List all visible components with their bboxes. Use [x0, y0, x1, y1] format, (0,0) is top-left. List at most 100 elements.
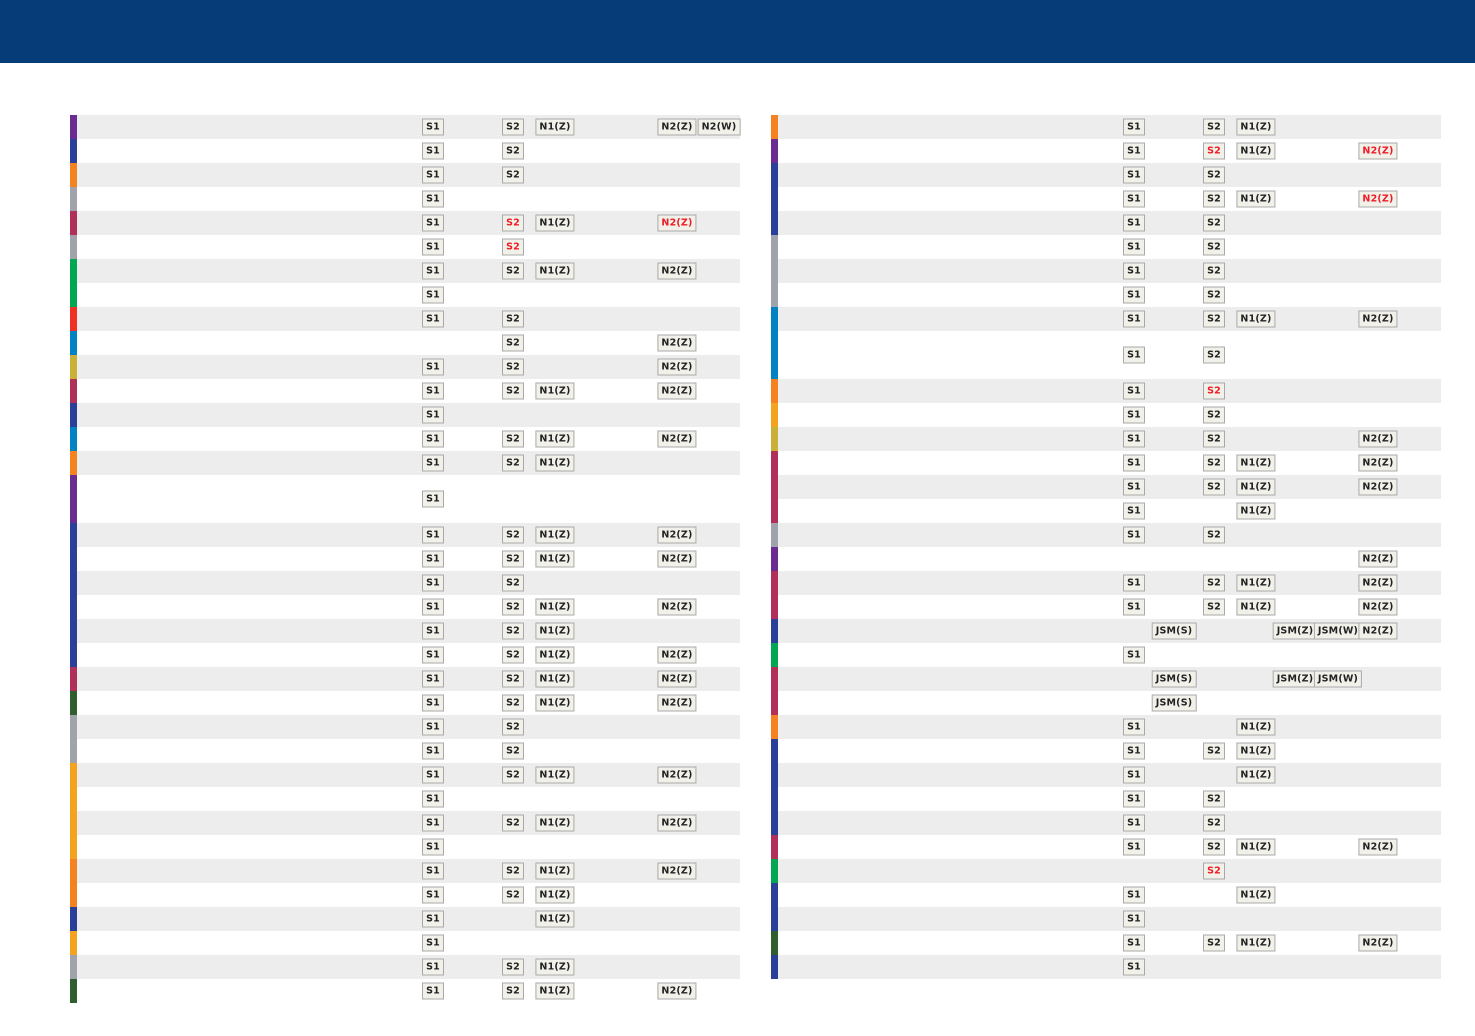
category-color-bar [70, 355, 77, 379]
badge-s1: S1 [422, 430, 444, 448]
badge-n2: N2(Z) [657, 766, 697, 784]
table-row: S1 S2 N1(Z) [70, 619, 740, 643]
badge-s1: S1 [1123, 478, 1145, 496]
badge-jsmz: JSM(Z) [1272, 622, 1318, 640]
badge-s2: S2 [502, 166, 524, 184]
badge-n2: N2(Z) [1358, 454, 1398, 472]
badge-n2: N2(Z) [657, 118, 697, 136]
badge-s1: S1 [1123, 286, 1145, 304]
badge-n1: N1(Z) [535, 382, 575, 400]
category-color-bar [771, 739, 778, 763]
table-row: S1 [70, 787, 740, 811]
badge-s1: S1 [1123, 718, 1145, 736]
table-row: S1 S2 N1(Z) N2(Z) [70, 763, 740, 787]
badge-s2: S2 [502, 334, 524, 352]
category-color-bar [70, 883, 77, 907]
category-color-bar [70, 979, 77, 1003]
category-color-bar [771, 403, 778, 427]
badge-s1: S1 [1123, 142, 1145, 160]
category-color-bar [771, 763, 778, 787]
table-row: S1 [70, 475, 740, 523]
table-row: S1 S2 N1(Z) N2(Z) [70, 691, 740, 715]
badge-s1: S1 [1123, 766, 1145, 784]
badge-s2: S2 [502, 742, 524, 760]
badge-n1: N1(Z) [535, 694, 575, 712]
badge-s1: S1 [422, 742, 444, 760]
table-row: S1 S2 N1(Z) N2(Z) [70, 427, 740, 451]
table-row: S1 S2 [771, 163, 1441, 187]
category-color-bar [771, 283, 778, 307]
table-row: S1 S2 N1(Z) N2(Z) [70, 667, 740, 691]
category-color-bar [70, 907, 77, 931]
badge-s1: S1 [422, 790, 444, 808]
badge-s2: S2 [502, 382, 524, 400]
badge-s1: S1 [1123, 574, 1145, 592]
badge-n2: N2(Z) [657, 430, 697, 448]
badge-jsms: JSM(S) [1151, 622, 1197, 640]
badge-s2: S2 [1203, 598, 1225, 616]
badge-s2: S2 [1203, 526, 1225, 544]
badge-n1: N1(Z) [535, 982, 575, 1000]
table-row: S1 S2 N1(Z) N2(Z) [70, 811, 740, 835]
table-row: S1 S2 N2(Z) [771, 427, 1441, 451]
badge-n1: N1(Z) [535, 886, 575, 904]
badge-s2: S2 [502, 646, 524, 664]
badge-n2: N2(Z) [657, 814, 697, 832]
badge-s1: S1 [1123, 910, 1145, 928]
badge-s1: S1 [422, 286, 444, 304]
category-color-bar [70, 235, 77, 259]
category-color-bar [70, 955, 77, 979]
badge-n2: N2(Z) [1358, 622, 1398, 640]
badge-n1: N1(Z) [1236, 886, 1276, 904]
badge-s2: S2 [502, 454, 524, 472]
category-color-bar [70, 259, 77, 283]
badge-s2: S2 [1203, 814, 1225, 832]
badge-s1: S1 [422, 982, 444, 1000]
badge-s1: S1 [422, 190, 444, 208]
table-row: S1 S2 N1(Z) N2(Z) [70, 523, 740, 547]
table-row: JSM(S) JSM(Z) JSM(W) N2(Z) [771, 619, 1441, 643]
badge-s2: S2 [1203, 382, 1225, 400]
badge-s1: S1 [422, 886, 444, 904]
badge-n1: N1(Z) [535, 646, 575, 664]
category-color-bar [70, 451, 77, 475]
badge-s2: S2 [1203, 142, 1225, 160]
table-row: S1 S2 N1(Z) N2(Z) [70, 547, 740, 571]
badge-s1: S1 [1123, 346, 1145, 364]
category-color-bar [771, 187, 778, 211]
table-row: S1 S2 N1(Z) N2(Z) [70, 211, 740, 235]
badge-n1: N1(Z) [535, 958, 575, 976]
table-row: S1 S2 [70, 715, 740, 739]
badge-s2: S2 [1203, 862, 1225, 880]
badge-n1: N1(Z) [1236, 934, 1276, 952]
table-row: S1 S2 [70, 235, 740, 259]
badge-s1: S1 [1123, 526, 1145, 544]
badge-s2: S2 [502, 310, 524, 328]
badge-n1: N1(Z) [535, 910, 575, 928]
badge-n2: N2(Z) [657, 550, 697, 568]
badge-s1: S1 [422, 718, 444, 736]
badge-s2: S2 [1203, 286, 1225, 304]
badge-n2: N2(Z) [657, 358, 697, 376]
badge-s2: S2 [1203, 262, 1225, 280]
table-row: S1 S2 [771, 523, 1441, 547]
badge-n1: N1(Z) [1236, 118, 1276, 136]
right-course-table: S1 S2 N1(Z) S1 S2 N1(Z) N2(Z) S1 S2 S1 S2 N1(Z) N2(Z… [771, 115, 1441, 979]
table-row: S1 S2 [70, 307, 740, 331]
table-row: S1 N1(Z) [70, 907, 740, 931]
badge-s1: S1 [1123, 646, 1145, 664]
badge-n2: N2(Z) [1358, 478, 1398, 496]
category-color-bar [771, 379, 778, 403]
category-color-bar [70, 811, 77, 835]
badge-s1: S1 [422, 358, 444, 376]
category-color-bar [70, 619, 77, 643]
badge-s1: S1 [1123, 430, 1145, 448]
badge-s2: S2 [1203, 238, 1225, 256]
table-row: S1 S2 [771, 235, 1441, 259]
category-color-bar [70, 835, 77, 859]
badge-s1: S1 [422, 142, 444, 160]
badge-n2: N2(Z) [657, 526, 697, 544]
table-row: S1 S2 [771, 403, 1441, 427]
badge-s2: S2 [502, 550, 524, 568]
badge-s2: S2 [1203, 478, 1225, 496]
